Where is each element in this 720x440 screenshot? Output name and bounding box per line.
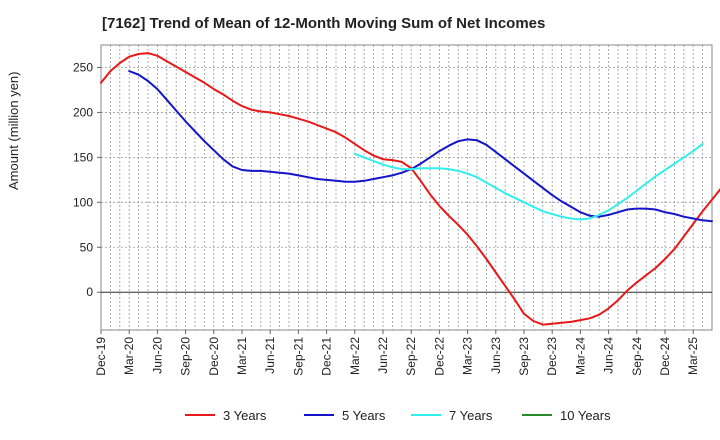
x-tick-label: Sep-22 (404, 337, 418, 376)
x-tick-label: Jun-21 (263, 337, 277, 374)
x-tick-label: Dec-20 (207, 337, 221, 376)
y-tick-label: 250 (73, 60, 93, 74)
x-tick-label: Sep-24 (630, 337, 644, 376)
chart-title: [7162] Trend of Mean of 12-Month Moving … (102, 15, 546, 32)
x-tick-label: Sep-23 (517, 337, 531, 376)
y-tick-label: 100 (73, 195, 93, 209)
x-tick-label: Dec-24 (658, 337, 672, 376)
x-tick-label: Jun-22 (376, 337, 390, 374)
y-tick-label: 150 (73, 150, 93, 164)
x-tick-label: Mar-21 (235, 337, 249, 375)
x-tick-label: Dec-19 (94, 337, 108, 376)
x-tick-label: Mar-23 (461, 337, 475, 375)
x-tick-label: Sep-20 (179, 337, 193, 376)
x-tick-label: Dec-22 (432, 337, 446, 376)
series-line-7-years (353, 142, 704, 221)
series-layer (100, 52, 720, 326)
grid-layer (100, 45, 713, 330)
x-tick-label: Jun-23 (489, 337, 503, 374)
plot-frame (100, 44, 713, 331)
x-tick-label: Jun-20 (150, 337, 164, 374)
legend-layer: 3 Years 5 Years 7 Years 10 Years (185, 408, 611, 423)
legend-label: 7 Years (449, 408, 493, 423)
legend-label: 3 Years (223, 408, 267, 423)
x-tick-label: Jun-24 (602, 337, 616, 374)
x-tick-label: Dec-21 (320, 337, 334, 376)
y-tick-label: 50 (80, 240, 94, 254)
legend-label: 5 Years (342, 408, 386, 423)
x-tick-label: Mar-20 (122, 337, 136, 375)
y-tick-label: 200 (73, 105, 93, 119)
series-line-5-years (128, 70, 713, 223)
x-tick-label: Mar-22 (348, 337, 362, 375)
x-tick-label: Sep-21 (291, 337, 305, 376)
y-tick-label: 0 (86, 285, 93, 299)
axis-layer: 0 50 100 150 200 250 Dec-19 Mar-20 Jun-20 Sep-20 D… (73, 44, 713, 376)
legend-label: 10 Years (560, 408, 611, 423)
x-tick-label: Mar-24 (573, 337, 587, 375)
series-line-3-years (100, 52, 720, 326)
x-tick-label: Dec-23 (545, 337, 559, 376)
x-tick-label: Mar-25 (686, 337, 700, 375)
